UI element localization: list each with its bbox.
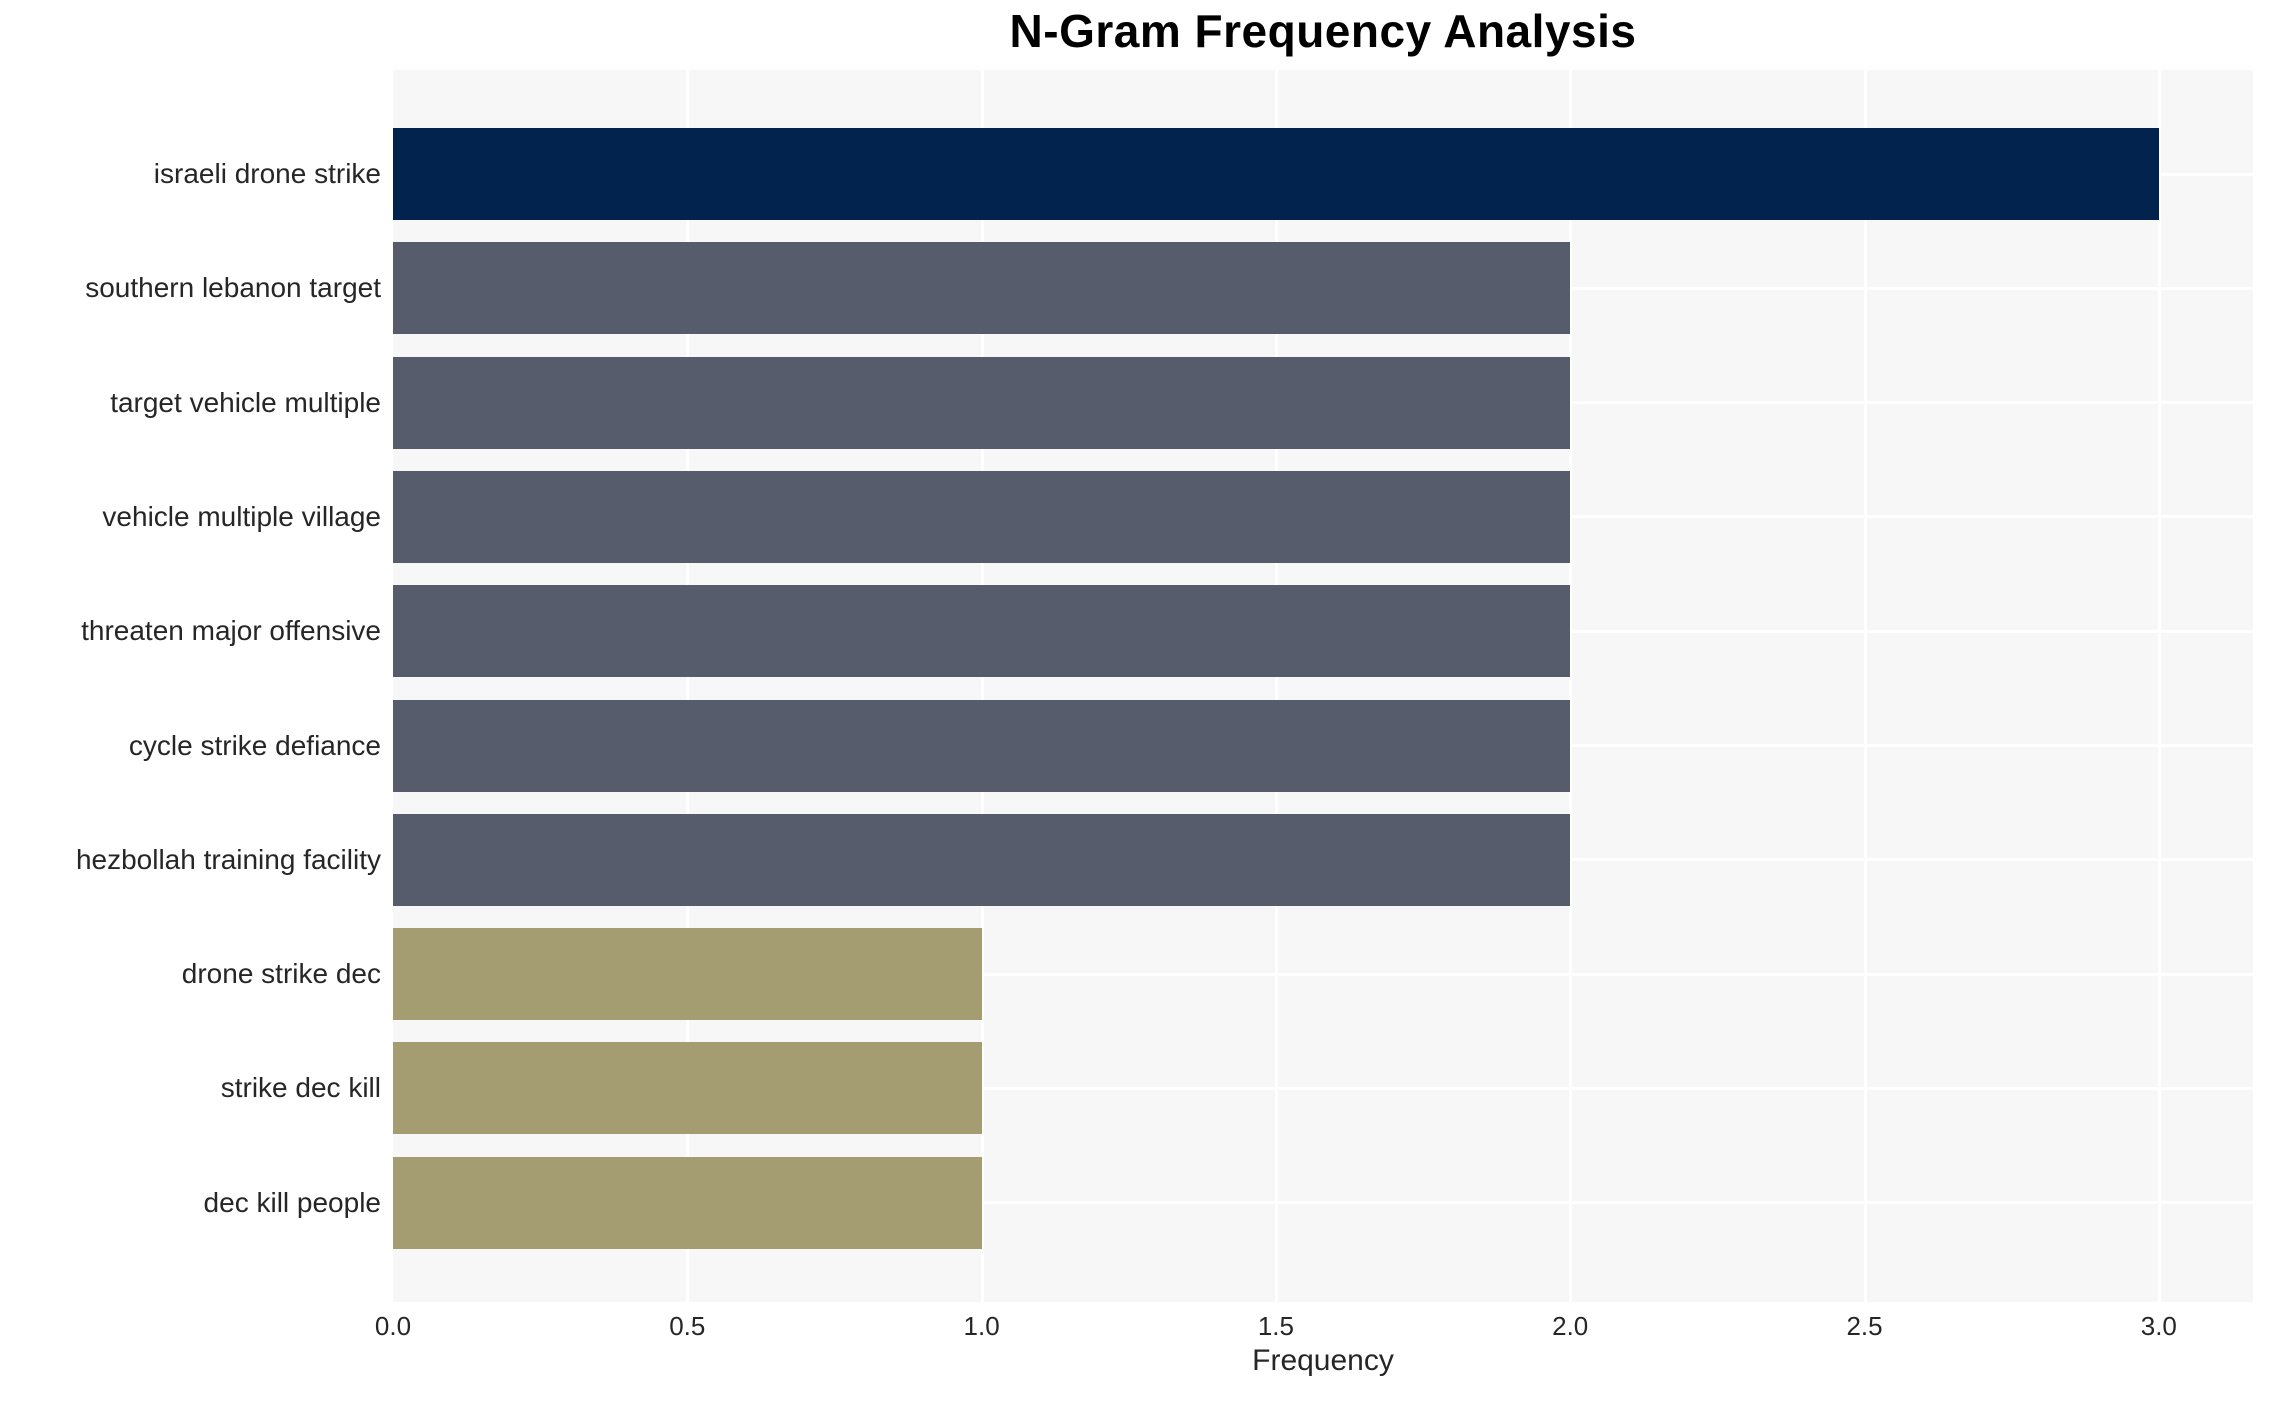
chart-title: N-Gram Frequency Analysis [1009, 5, 1637, 57]
bar-target-vehicle-multiple [393, 356, 1571, 449]
ytick-label: vehicle multiple village [102, 500, 381, 532]
ytick-label: israeli drone strike [153, 158, 381, 189]
gridline-vertical [980, 70, 984, 1302]
xtick-label: 0.5 [669, 1311, 706, 1341]
gridline-vertical [1569, 70, 1573, 1302]
xtick-label: 3.0 [2140, 1311, 2177, 1341]
ytick-label: threaten major offensive [81, 615, 381, 647]
bar-israeli-drone-strike [393, 128, 2159, 220]
bar-vehicle-multiple-village [393, 470, 1571, 563]
ytick-label: strike dec kill [220, 1072, 381, 1104]
bar-drone-strike-dec [393, 928, 982, 1021]
gridline-horizontal [393, 972, 2253, 976]
gridline-horizontal [393, 1086, 2253, 1090]
ytick-label: southern lebanon target [85, 272, 381, 304]
gridline-vertical [1863, 70, 1867, 1302]
xtick-label: 0.0 [374, 1311, 412, 1341]
xtick-label: 2.0 [1552, 1311, 1589, 1341]
x-axis-label: Frequency [1252, 1344, 1394, 1377]
gridline-horizontal [393, 1201, 2253, 1205]
plot-area [393, 70, 2253, 1302]
ytick-label: hezbollah training facility [75, 843, 381, 875]
bar-dec-kill-people [393, 1156, 982, 1249]
ytick-label: cycle strike defiance [128, 729, 381, 761]
bar-hezbollah-training-facility [393, 813, 1571, 906]
bar-cycle-strike-defiance [393, 699, 1571, 792]
xtick-label: 1.5 [1257, 1311, 1294, 1341]
bar-strike-dec-kill [393, 1042, 982, 1135]
ytick-label: target vehicle multiple [110, 386, 381, 418]
xtick-label: 1.0 [963, 1311, 1000, 1341]
gridline-vertical [686, 70, 690, 1302]
xtick-label: 2.5 [1846, 1311, 1883, 1341]
gridline-vertical [1274, 70, 1278, 1302]
ytick-label: drone strike dec [181, 958, 381, 990]
bar-southern-lebanon-target [393, 242, 1571, 335]
bar-threaten-major-offensive [393, 585, 1571, 678]
ytick-label: dec kill people [203, 1186, 381, 1218]
gridline-vertical [2157, 70, 2161, 1302]
